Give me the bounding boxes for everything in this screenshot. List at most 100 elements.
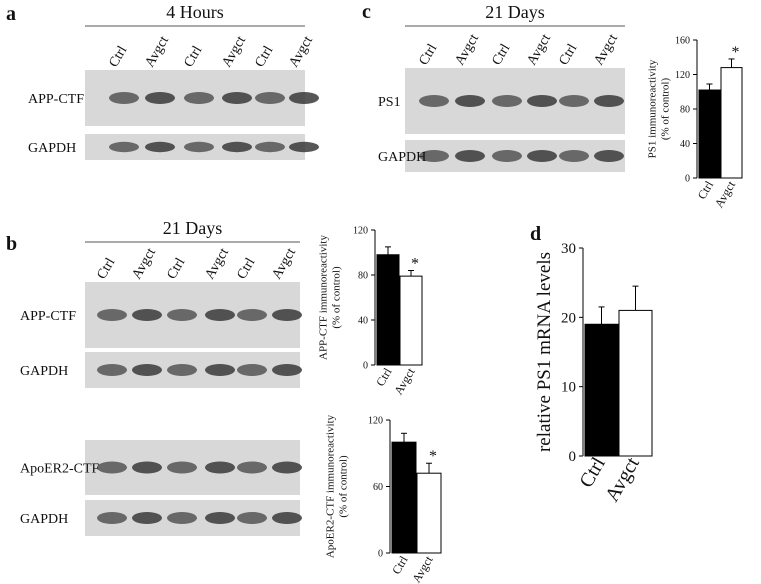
row-label: GAPDH	[20, 364, 68, 379]
blot-band	[167, 364, 197, 376]
bar	[416, 472, 442, 554]
row-label: PS1	[378, 95, 401, 110]
panel-label: c	[362, 1, 371, 23]
blot-band	[184, 92, 214, 104]
lane-label: Avgct	[286, 34, 316, 70]
y-axis-label: relative PS1 mRNA levels	[534, 252, 555, 452]
blot-band	[455, 150, 485, 162]
blot-band	[205, 364, 235, 376]
y-tick-label: 10	[561, 380, 576, 396]
blot-band	[559, 95, 589, 107]
lane-label: Ctrl	[164, 256, 188, 282]
y-tick-label: 30	[561, 241, 576, 257]
lane-label: Ctrl	[234, 256, 258, 282]
bar	[376, 254, 400, 366]
blot-band	[255, 141, 285, 153]
bar	[391, 441, 417, 554]
row-label: APP-CTF	[20, 309, 76, 324]
bar	[584, 323, 619, 457]
blot-band	[109, 141, 139, 153]
y-tick-label: 0	[569, 449, 577, 465]
category-label: Avgct	[391, 365, 418, 397]
lane-label: Ctrl	[416, 42, 440, 68]
lane-label: Avgct	[591, 32, 621, 68]
bar	[618, 309, 653, 457]
blot-band	[222, 92, 252, 104]
blot-band	[145, 141, 175, 153]
blot-band	[527, 150, 557, 162]
blot-band	[167, 309, 197, 321]
lane-label: Ctrl	[556, 42, 580, 68]
y-tick-label: 20	[561, 310, 576, 326]
category-label: Avgct	[712, 178, 739, 210]
blot-band	[97, 512, 127, 524]
blot-band	[222, 141, 252, 153]
blot-band	[419, 95, 449, 107]
y-tick-label: 0	[685, 173, 690, 184]
y-tick-label: 40	[680, 139, 690, 150]
blot-band	[272, 461, 302, 474]
row-label: GAPDH	[20, 512, 68, 527]
y-tick-label: 80	[358, 270, 368, 281]
blot-band	[97, 461, 127, 474]
blot-band	[205, 309, 235, 321]
category-label: Avgct	[601, 453, 644, 505]
lane-label: Avgct	[142, 34, 172, 70]
blot-band	[289, 141, 319, 153]
lane-label: Ctrl	[181, 44, 205, 70]
blot-band	[492, 95, 522, 107]
blot-title: 4 Hours	[166, 2, 224, 22]
blot-band	[594, 150, 624, 162]
lane-label: Ctrl	[252, 44, 276, 70]
panel-label: b	[6, 233, 17, 255]
category-label: Ctrl	[389, 553, 411, 577]
row-label: ApoER2-CTF	[20, 462, 100, 477]
category-label: Avgct	[409, 553, 436, 584]
blot-band	[205, 461, 235, 474]
row-label: APP-CTF	[28, 92, 84, 107]
y-tick-label: 80	[680, 104, 690, 115]
blot-band	[167, 512, 197, 524]
y-axis-label: ApoER2-CTF immunoreactivity	[325, 414, 337, 558]
blot-band	[97, 364, 127, 376]
y-tick-label: 120	[368, 415, 383, 426]
significance-mark: *	[732, 44, 740, 61]
row-label: GAPDH	[28, 141, 76, 156]
bar	[720, 67, 743, 179]
category-label: Ctrl	[695, 178, 717, 202]
y-tick-label: 40	[358, 315, 368, 326]
blot-band	[272, 512, 302, 524]
panel-label: a	[6, 3, 16, 25]
y-axis-label: PS1 immunoreactivity	[647, 59, 659, 158]
blot-band	[97, 309, 127, 321]
y-axis-label: (% of control)	[338, 455, 350, 518]
blot-band	[594, 95, 624, 107]
blot-band	[492, 150, 522, 162]
blot-band	[237, 364, 267, 376]
blot-band	[455, 95, 485, 107]
blot-band	[559, 150, 589, 162]
lane-label: Avgct	[269, 246, 299, 282]
blot-band	[109, 92, 139, 104]
lane-label: Ctrl	[106, 44, 130, 70]
blot-band	[272, 309, 302, 321]
blot-band	[289, 92, 319, 104]
lane-label: Ctrl	[94, 256, 118, 282]
category-label: Ctrl	[373, 365, 395, 389]
blot-band	[237, 461, 267, 474]
blot-title: 21 Days	[163, 218, 223, 238]
bar	[399, 275, 423, 366]
y-tick-label: 0	[378, 548, 383, 559]
lane-label: Avgct	[452, 32, 482, 68]
y-axis-label: (% of control)	[660, 78, 672, 141]
y-tick-label: 120	[353, 225, 368, 236]
y-tick-label: 60	[373, 482, 383, 493]
y-tick-label: 160	[675, 35, 690, 46]
category-label: Ctrl	[575, 453, 610, 491]
blot-band	[237, 309, 267, 321]
panel-label: d	[530, 223, 541, 245]
blot-band	[132, 364, 162, 376]
significance-mark: *	[411, 256, 419, 273]
lane-label: Avgct	[524, 32, 554, 68]
